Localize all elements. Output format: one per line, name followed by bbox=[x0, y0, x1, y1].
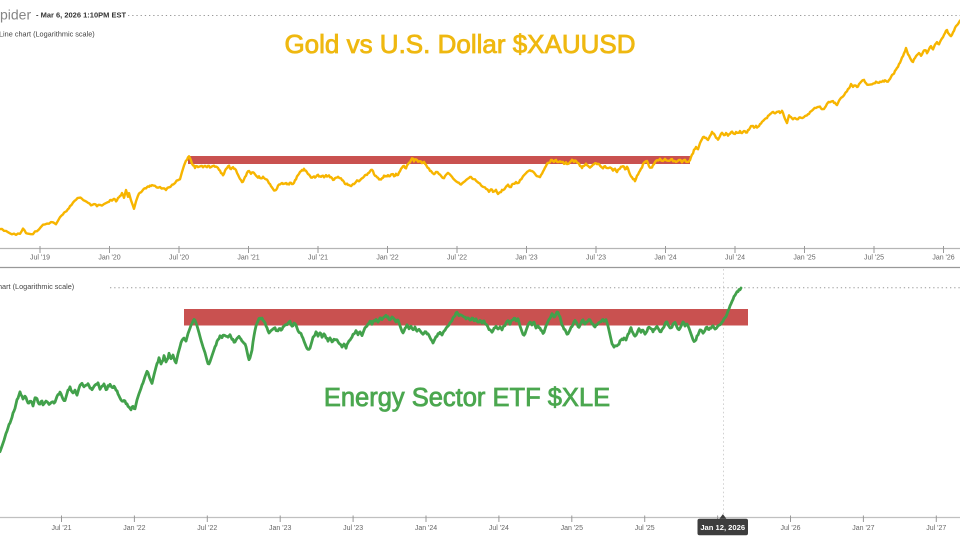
svg-text:Jan '24: Jan '24 bbox=[415, 525, 437, 532]
svg-text:Jan '22: Jan '22 bbox=[376, 255, 398, 262]
svg-text:Jul '24: Jul '24 bbox=[489, 525, 509, 532]
svg-text:Jul '24: Jul '24 bbox=[725, 255, 745, 262]
svg-text:Jul '25: Jul '25 bbox=[864, 255, 884, 262]
svg-text:Line chart (Logarithmic scale): Line chart (Logarithmic scale) bbox=[0, 30, 95, 39]
svg-text:Jan '26: Jan '26 bbox=[932, 255, 954, 262]
svg-text:Jan '22: Jan '22 bbox=[123, 525, 145, 532]
svg-text:Jul '26: Jul '26 bbox=[780, 525, 800, 532]
svg-text:Jan 12, 2026: Jan 12, 2026 bbox=[700, 523, 745, 532]
svg-text:Jul '22: Jul '22 bbox=[447, 255, 467, 262]
svg-text:Jan '23: Jan '23 bbox=[269, 525, 291, 532]
svg-text:Jul '20: Jul '20 bbox=[169, 255, 189, 262]
svg-text:Jul '21: Jul '21 bbox=[51, 525, 71, 532]
svg-text:- Mar 6, 2026 1:10PM EST: - Mar 6, 2026 1:10PM EST bbox=[36, 11, 126, 20]
svg-text:Jan '25: Jan '25 bbox=[793, 255, 815, 262]
svg-text:Jul '23: Jul '23 bbox=[343, 525, 363, 532]
svg-text:Jul '27: Jul '27 bbox=[926, 525, 946, 532]
svg-text:pider: pider bbox=[0, 7, 31, 23]
svg-text:Jul '21: Jul '21 bbox=[308, 255, 328, 262]
svg-text:Jan '23: Jan '23 bbox=[515, 255, 537, 262]
svg-text:Jul '19: Jul '19 bbox=[30, 255, 50, 262]
svg-text:Jul '25: Jul '25 bbox=[635, 525, 655, 532]
svg-text:Energy Sector ETF $XLE: Energy Sector ETF $XLE bbox=[324, 384, 610, 412]
svg-text:Jan '25: Jan '25 bbox=[561, 525, 583, 532]
svg-text:Jan '24: Jan '24 bbox=[654, 255, 676, 262]
svg-text:Jan '27: Jan '27 bbox=[852, 525, 874, 532]
svg-text:Jan '21: Jan '21 bbox=[237, 255, 259, 262]
svg-text:Gold vs U.S. Dollar $XAUUSD: Gold vs U.S. Dollar $XAUUSD bbox=[284, 29, 635, 59]
svg-text:Jan '20: Jan '20 bbox=[98, 255, 120, 262]
svg-text:hart (Logarithmic scale): hart (Logarithmic scale) bbox=[0, 282, 74, 291]
svg-text:Jul '22: Jul '22 bbox=[197, 525, 217, 532]
svg-text:Jul '23: Jul '23 bbox=[586, 255, 606, 262]
